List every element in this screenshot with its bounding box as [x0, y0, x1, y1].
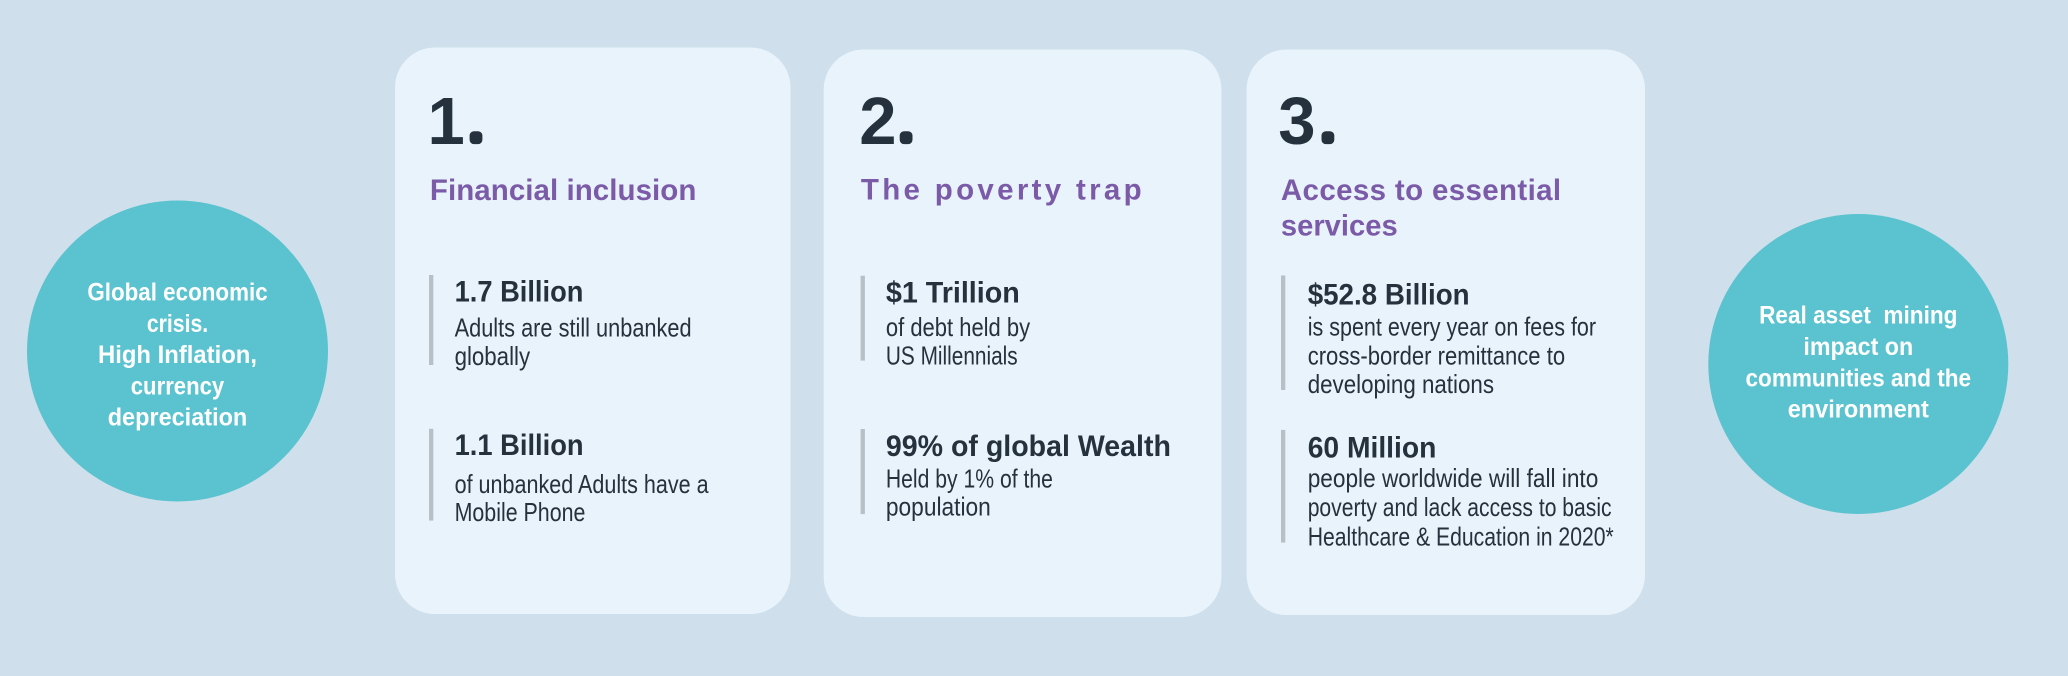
svg-text:1: 1	[428, 84, 465, 159]
svg-text:services: services	[1281, 209, 1398, 242]
svg-text:Real asset mining: Real asset mining	[1759, 302, 1957, 330]
svg-text:communities and the: communities and the	[1746, 364, 1972, 392]
svg-text:Access to essential: Access to essential	[1281, 174, 1561, 207]
svg-text:currency: currency	[131, 372, 225, 400]
svg-text:1.7 Billion: 1.7 Billion	[455, 276, 584, 309]
svg-text:The poverty trap: The poverty trap	[861, 174, 1142, 207]
svg-text:is spent every year on fees fo: is spent every year on fees for	[1308, 311, 1597, 341]
svg-text:of unbanked Adults have a: of unbanked Adults have a	[455, 469, 709, 499]
svg-text:$52.8 Billion: $52.8 Billion	[1308, 278, 1470, 311]
svg-text:Financial inclusion: Financial inclusion	[430, 174, 697, 207]
svg-text:population: population	[886, 492, 991, 522]
svg-text:$1 Trillion: $1 Trillion	[886, 277, 1020, 310]
svg-text:developing nations: developing nations	[1308, 369, 1494, 399]
svg-text:crisis.: crisis.	[147, 310, 208, 338]
svg-text:2: 2	[859, 84, 896, 159]
svg-text:99% of global Wealth: 99% of global Wealth	[886, 430, 1171, 463]
svg-text:3: 3	[1278, 84, 1315, 159]
svg-text:depreciation: depreciation	[108, 404, 248, 432]
svg-text:environment: environment	[1788, 396, 1930, 424]
svg-text:Healthcare & Education in 2020: Healthcare & Education in 2020*	[1308, 521, 1614, 551]
svg-text:1.1 Billion: 1.1 Billion	[455, 429, 584, 462]
svg-text:poverty and lack access to bas: poverty and lack access to basic	[1308, 492, 1612, 522]
svg-text:High Inflation,: High Inflation,	[98, 341, 257, 369]
svg-text:Held by 1% of the: Held by 1% of the	[886, 464, 1053, 494]
svg-text:Adults are still unbanked: Adults are still unbanked	[455, 312, 692, 342]
svg-text:people worldwide will fall int: people worldwide will fall into	[1308, 463, 1599, 493]
svg-text:of debt held by: of debt held by	[886, 312, 1030, 342]
svg-text:globally: globally	[455, 341, 530, 371]
svg-text:Mobile Phone: Mobile Phone	[455, 497, 586, 527]
svg-text:cross-border remittance to: cross-border remittance to	[1308, 340, 1565, 370]
svg-text:impact on: impact on	[1803, 333, 1913, 361]
svg-text:60 Million: 60 Million	[1308, 431, 1437, 464]
svg-text:US Millennials: US Millennials	[886, 340, 1018, 370]
svg-text:Global economic: Global economic	[87, 279, 267, 307]
